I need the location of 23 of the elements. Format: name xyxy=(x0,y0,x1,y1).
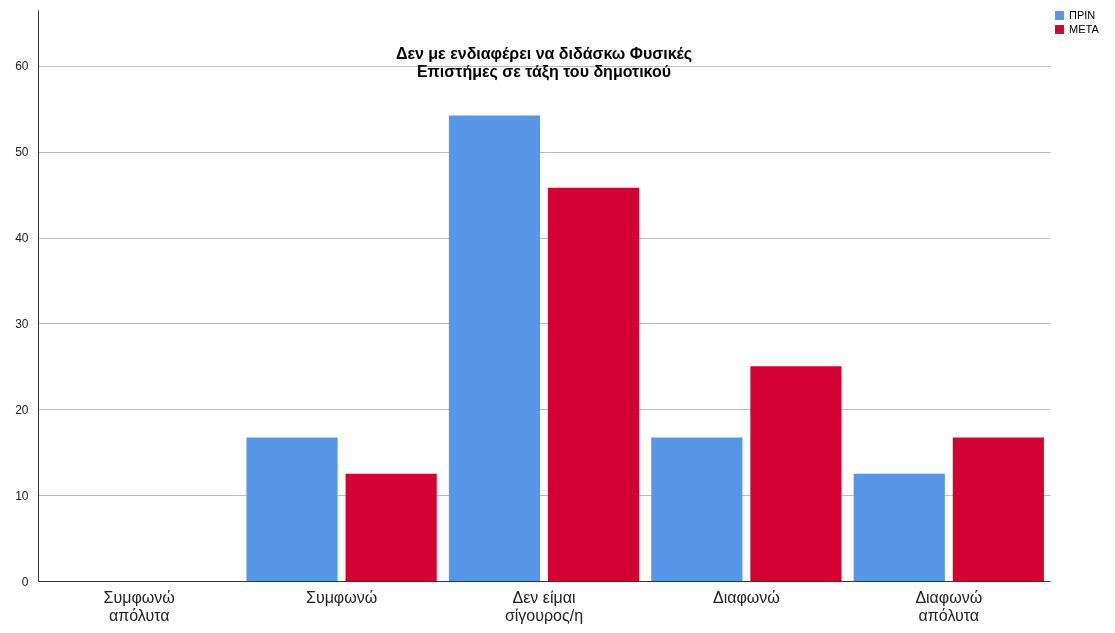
x-tick-label: Συμφωνώ xyxy=(305,588,378,606)
bar xyxy=(246,437,338,581)
y-tick-label: 20 xyxy=(15,402,29,417)
x-tick-label: Διαφωνώ xyxy=(712,588,780,606)
legend-label: ΠΡΙΝ xyxy=(1069,8,1096,21)
y-tick-label: 0 xyxy=(21,574,29,589)
x-tick-label: Διαφωνώ απόλυτα xyxy=(915,588,983,624)
bar xyxy=(750,366,842,581)
text: Δεν με ενδιαφέρει να διδάσκω Φυσικές Επιστήμες σε τάξη του δημοτικού xyxy=(395,45,693,81)
bar xyxy=(345,473,437,581)
bar xyxy=(547,187,640,581)
y-tick-label: 50 xyxy=(15,145,29,160)
bar xyxy=(952,437,1044,581)
legend-label: ΜΕΤΑ xyxy=(1069,22,1100,35)
bar xyxy=(651,437,743,581)
y-tick-label: 60 xyxy=(15,59,29,74)
x-tick-label: Δεν είμαι σίγουρος/η xyxy=(504,588,584,624)
bar xyxy=(448,115,541,581)
x-tick-label: Συμφωνώ απόλυτα xyxy=(103,588,175,624)
y-tick-label: 30 xyxy=(15,316,29,331)
y-tick-label: 40 xyxy=(15,231,29,246)
y-tick-label: 10 xyxy=(15,488,29,503)
bar xyxy=(853,473,945,581)
